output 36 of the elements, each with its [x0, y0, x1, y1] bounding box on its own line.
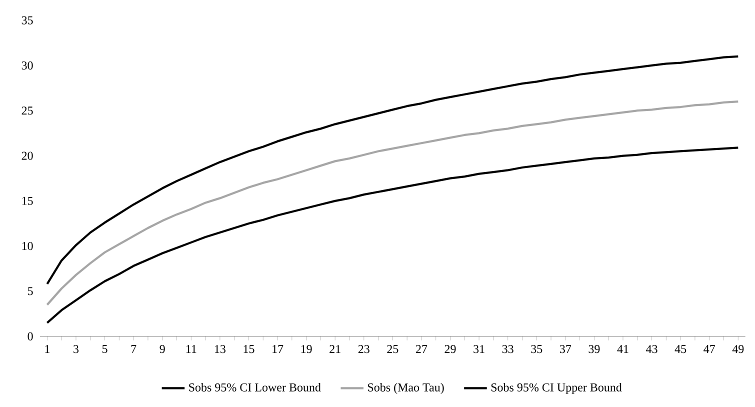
x-tick-label: 47: [704, 345, 716, 353]
x-tick-label: 35: [531, 345, 542, 354]
x-tick-label: 19: [301, 345, 312, 354]
x-tick-label: 37: [560, 345, 572, 354]
x-tick-label: 5: [102, 345, 108, 354]
x-tick-label: 43: [646, 345, 658, 354]
legend-label: Sobs (Mao Tau): [368, 383, 444, 394]
x-tick-label: 29: [444, 345, 456, 354]
y-tick-label: 30: [22, 61, 33, 70]
legend-label: Sobs 95% CI Upper Bound: [491, 383, 622, 394]
x-tick-label: 23: [358, 345, 370, 354]
x-tick-label: 25: [387, 345, 398, 354]
x-tick-label: 17: [272, 345, 284, 353]
y-tick-label: 20: [22, 152, 33, 160]
y-tick-label: 10: [22, 242, 33, 250]
x-tick-label: 39: [588, 345, 600, 354]
x-tick-label: 1: [45, 345, 50, 353]
x-tick-label: 7: [131, 345, 136, 353]
x-tick-label: 33: [502, 345, 514, 354]
x-tick-label: 9: [160, 345, 165, 354]
x-tick-label: 15: [244, 345, 254, 354]
x-tick-label: 31: [474, 345, 484, 354]
y-tick-label: 15: [22, 196, 33, 205]
x-tick-label: 27: [416, 345, 428, 353]
x-tick-label: 41: [617, 345, 628, 353]
x-tick-label: 3: [74, 345, 79, 354]
legend-label: Sobs 95% CI Lower Bound: [189, 383, 321, 392]
y-tick-label: 25: [22, 106, 33, 115]
x-tick-label: 21: [330, 345, 340, 353]
x-tick-label: 13: [214, 345, 226, 354]
y-tick-label: 0: [28, 332, 33, 340]
x-tick-label: 49: [732, 345, 744, 354]
x-tick-label: 11: [186, 345, 196, 353]
y-tick-label: 5: [28, 287, 33, 296]
x-tick-label: 45: [674, 345, 686, 354]
y-tick-label: 35: [22, 16, 33, 24]
